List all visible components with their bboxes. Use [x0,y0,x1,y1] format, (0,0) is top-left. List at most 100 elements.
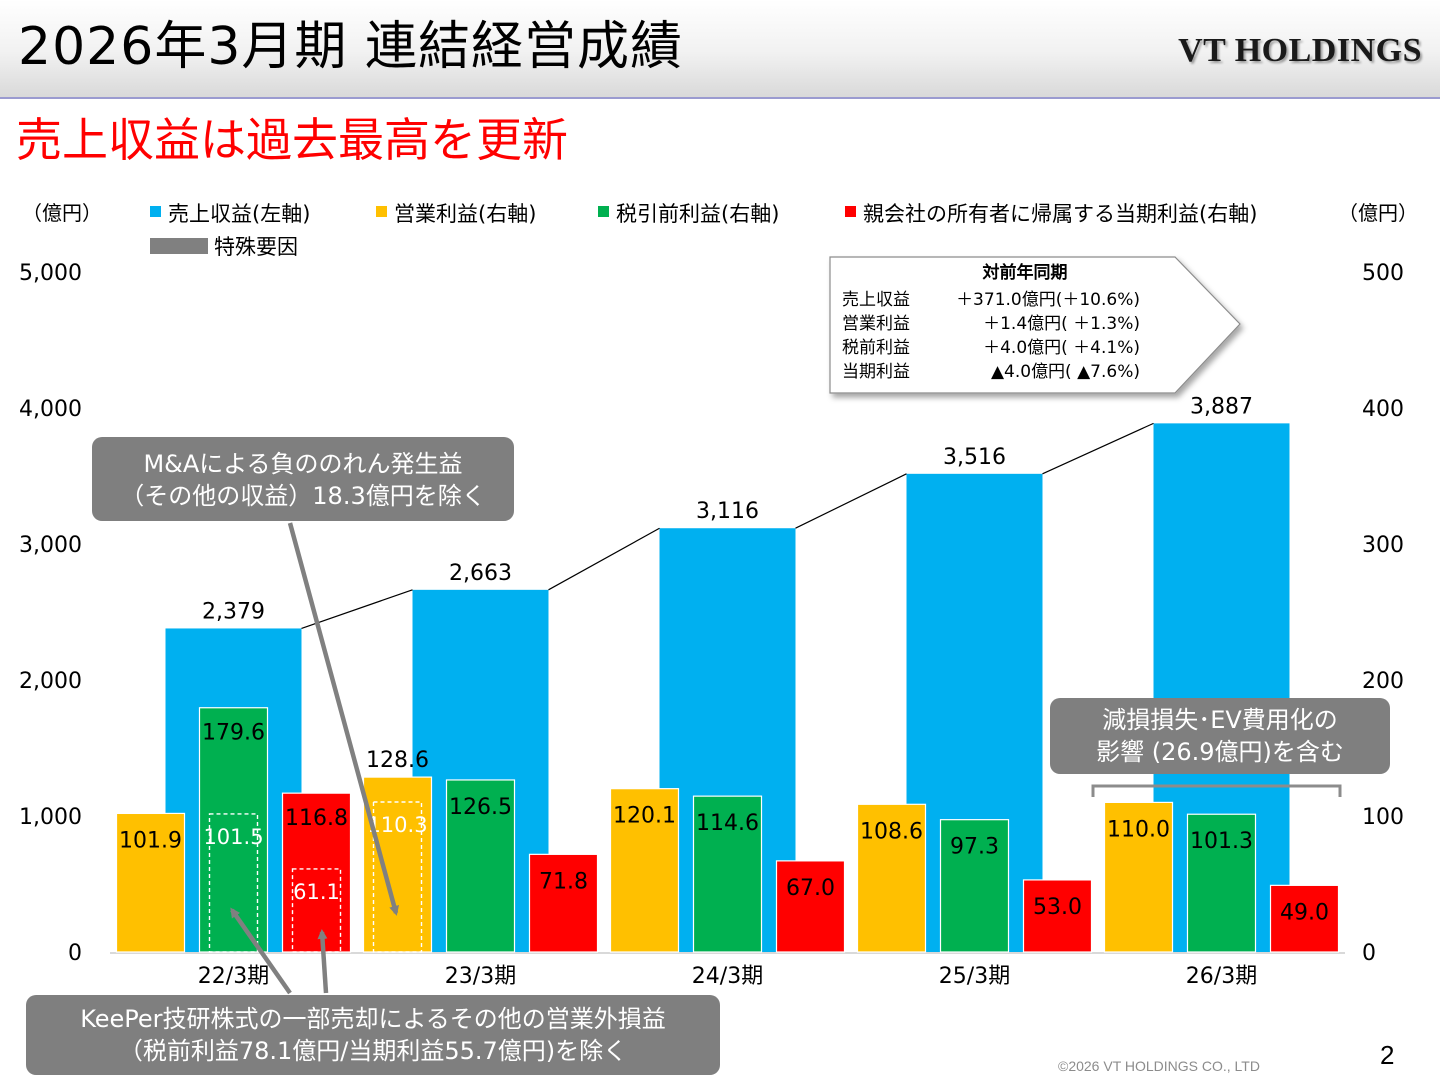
left-axis-unit: （億円） [22,201,102,225]
right-axis-unit: （億円） [1338,201,1418,225]
revenue-data-label: 3,116 [696,499,759,524]
ma-callout: M&Aによる負ののれん発生益 （その他の収益）18.3億円を除く [92,437,514,916]
ma-callout-text: M&Aによる負ののれん発生益 [143,450,462,478]
legend-swatch-special [150,238,208,254]
left-tick-label: 3,000 [19,533,82,558]
yoy-row-value: ＋4.0億円( ＋4.1%) [983,338,1140,358]
keeper-callout-text: （税前利益78.1億円/当期利益55.7億円)を除く [119,1037,627,1065]
profit-bar [1269,884,1340,953]
special-factor-box [291,868,342,953]
category-label: 23/3期 [445,964,516,989]
profit-bar [362,776,433,953]
profit-data-label: 114.6 [696,811,759,836]
right-tick-label: 400 [1362,397,1404,422]
category-label: 26/3期 [1186,964,1257,989]
category-label: 25/3期 [939,964,1010,989]
category-label: 22/3期 [198,964,269,989]
special-factor-box [372,801,423,953]
profit-bar [1186,813,1257,953]
special-factor-label: 110.3 [367,813,427,837]
ma-callout-text: （その他の収益）18.3億円を除く [120,482,485,510]
profit-bar [281,792,352,953]
profit-bar [692,795,763,953]
profit-bar [609,788,680,953]
yoy-row-value: ＋371.0億円(＋10.6%) [956,290,1140,310]
legend-swatch [150,206,161,217]
company-logo: VT HOLDINGS [1178,32,1422,69]
special-factor-label: 61.1 [293,880,340,904]
header-bar: 2026年3月期 連結経営成績 VT HOLDINGS [0,0,1440,99]
copyright-text: ©2026 VT HOLDINGS CO., LTD [1058,1058,1260,1074]
chart-bars: 2,379 2,663 3,116 3,516 3,887 101.9 179.6 101.5… [115,394,1340,953]
yoy-row-label: 売上収益 [842,290,910,310]
revenue-connector-line [795,473,907,529]
legend-swatch [598,206,609,217]
legend-label: 売上収益(左軸) [168,202,310,226]
revenue-data-label: 2,663 [449,561,512,586]
revenue-connector-line [1042,422,1154,475]
profit-data-label: 101.9 [119,828,182,853]
profit-data-label: 49.0 [1280,900,1329,925]
profit-bar [115,812,186,953]
revenue-connector-line [548,527,660,591]
profit-data-label: 110.0 [1107,817,1170,842]
legend-swatch [845,206,856,217]
keeper-arrow-pretax [230,907,292,995]
revenue-data-label: 3,887 [1190,394,1253,419]
yoy-box-shape [829,256,1241,394]
profit-bar [1103,801,1174,953]
profit-data-label: 116.8 [285,806,348,831]
left-tick-label: 2,000 [19,669,82,694]
keeper-callout: KeePer技研株式の一部売却によるその他の営業外損益 （税前利益78.1億円/当… [26,907,720,1075]
chart-legend: （億円） （億円） 売上収益(左軸) 営業利益(右軸) 税引前利益(右軸) 親会社の所有者… [22,201,1418,259]
legend-swatch [376,206,387,217]
ma-arrow [287,522,399,916]
profit-data-label: 101.3 [1190,829,1253,854]
left-tick-label: 0 [68,941,82,966]
profit-data-label: 71.8 [539,869,588,894]
impairment-callout-text: 影響 (26.9億円)を含む [1096,738,1344,766]
keeper-callout-box [26,995,720,1075]
revenue-data-label: 2,379 [202,599,265,624]
profit-data-label: 128.6 [366,748,429,773]
profit-bar [445,779,516,953]
profit-data-label: 179.6 [202,721,265,746]
category-label: 24/3期 [692,964,763,989]
keeper-callout-text: KeePer技研株式の一部売却によるその他の営業外損益 [80,1005,666,1033]
page-title: 2026年3月期 連結経営成績 [18,17,683,77]
profit-bar [939,819,1010,953]
legend-label: 税引前利益(右軸) [616,202,779,226]
chart-axes: 0 1,000 2,000 3,000 4,000 5,000 0 100 200 300 400 5… [19,261,1404,989]
yoy-row-value: ▲4.0億円( ▲7.6%) [991,362,1140,382]
ma-callout-box [92,437,514,521]
yoy-title: 対前年同期 [982,262,1068,283]
yoy-row-label: 営業利益 [842,314,910,334]
profit-data-label: 120.1 [613,804,676,829]
keeper-arrow-net [317,929,329,994]
legend-label: 営業利益(右軸) [394,202,536,226]
profit-bar [1022,879,1093,953]
profit-data-label: 108.6 [860,819,923,844]
impairment-bracket [1091,784,1342,797]
impairment-callout-text: 減損損失･EV費用化の [1102,706,1338,734]
yoy-row-label: 税前利益 [842,338,910,358]
profit-bar [775,860,846,953]
profit-data-label: 53.0 [1033,895,1082,920]
left-tick-label: 4,000 [19,397,82,422]
legend-label: 親会社の所有者に帰属する当期利益(右軸) [863,202,1257,226]
impairment-callout-box [1050,698,1390,774]
profit-data-label: 126.5 [449,795,512,820]
yoy-row-value: ＋1.4億円( ＋1.3%) [983,314,1140,334]
left-tick-label: 1,000 [19,805,82,830]
right-tick-label: 300 [1362,533,1404,558]
legend-label-special: 特殊要因 [214,235,298,259]
profit-bar [528,853,599,953]
right-tick-label: 500 [1362,261,1404,286]
profit-bar [856,803,927,953]
profit-data-label: 67.0 [786,876,835,901]
right-tick-label: 200 [1362,669,1404,694]
